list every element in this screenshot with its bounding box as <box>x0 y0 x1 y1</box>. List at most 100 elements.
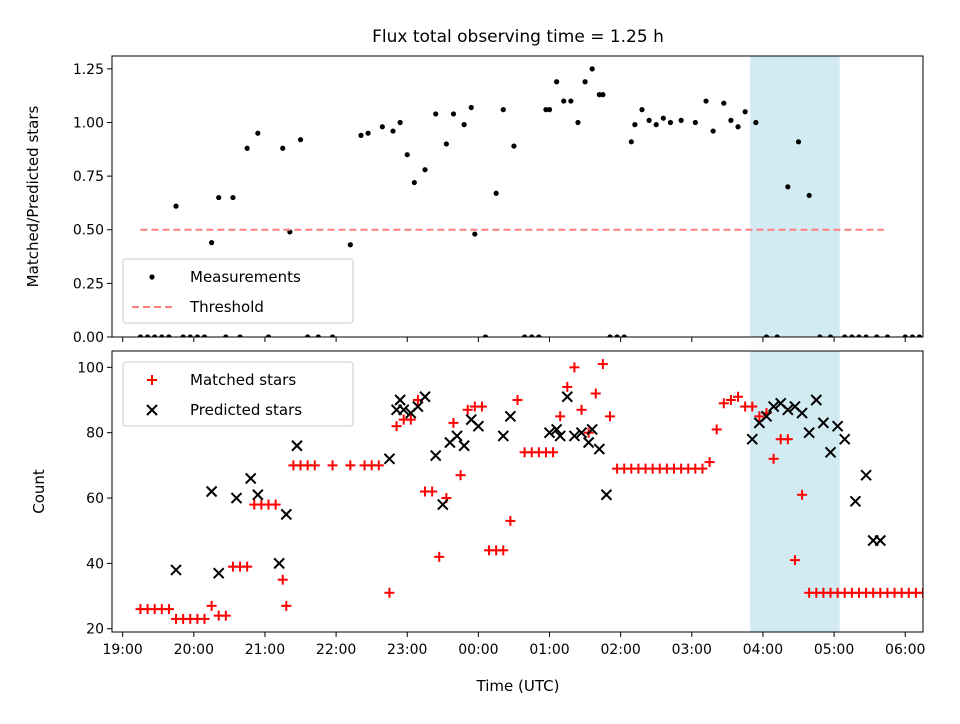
predicted-point <box>593 443 606 455</box>
x-tick-label: 20:00 <box>174 642 214 658</box>
top-panel: 0.00 0.25 0.50 0.75 1.00 1.25 Matched/Predicte… <box>24 55 929 346</box>
x-axis-label: Time (UTC) <box>476 677 560 695</box>
predicted-point <box>497 430 509 442</box>
bottom-panel: 20 40 60 80 100 19:00 20:00 21:00 22:00 23:00 00:0… <box>30 350 925 658</box>
measurement-point <box>347 242 353 248</box>
measurement-point <box>884 334 891 337</box>
x-tick-label: 23:00 <box>387 642 427 658</box>
y-tick-label: 60 <box>86 491 104 507</box>
matched-point <box>427 486 438 497</box>
measurement-point <box>568 98 574 104</box>
measurement-point <box>433 111 439 117</box>
measurement-point <box>916 334 923 337</box>
measurement-point <box>297 137 304 143</box>
measurement-point <box>728 117 734 123</box>
predicted-point <box>575 426 588 439</box>
measurement-point <box>554 79 560 85</box>
predicted-point <box>394 394 406 406</box>
predicted-point <box>412 400 424 413</box>
highlight-span <box>750 56 840 337</box>
matched-point <box>448 417 459 428</box>
measurement-point <box>461 122 467 128</box>
measurement-point <box>529 334 535 337</box>
measurement-point <box>924 334 929 339</box>
measurement-point <box>216 194 222 201</box>
predicted-point <box>458 440 470 452</box>
matched-point <box>782 434 793 445</box>
measurement-point <box>422 167 428 173</box>
measurement-point <box>842 334 848 337</box>
matched-point <box>391 421 402 432</box>
measurement-point <box>628 139 634 145</box>
measurement-point <box>742 109 748 115</box>
measurement-point <box>522 334 528 337</box>
matched-point <box>206 600 217 611</box>
legend-marker-measurements <box>149 274 155 280</box>
measurement-point <box>561 98 567 104</box>
axes-frame <box>111 350 924 633</box>
plot-area <box>137 66 929 339</box>
matched-point <box>548 447 559 458</box>
matched-point <box>918 587 923 598</box>
matched-point <box>327 460 338 471</box>
measurement-point <box>472 231 478 237</box>
predicted-point <box>874 534 887 547</box>
legend-marker-predicted <box>146 404 158 416</box>
plot-area <box>135 359 923 624</box>
measurement-point <box>692 119 698 126</box>
measurement-point <box>280 145 286 151</box>
measurement-point <box>849 334 855 337</box>
measurement-point <box>223 334 229 337</box>
matched-point <box>718 398 729 409</box>
measurement-point <box>173 203 179 209</box>
measurement-point <box>607 334 613 337</box>
matched-point <box>604 411 615 422</box>
measurement-point <box>639 107 645 113</box>
matched-point <box>455 470 466 481</box>
measurement-point <box>144 334 151 337</box>
measurement-point <box>753 119 759 126</box>
matched-point <box>281 600 292 611</box>
measurement-point <box>379 124 385 130</box>
measurement-point <box>397 119 403 126</box>
matched-point <box>505 515 516 526</box>
measurement-point <box>678 117 684 123</box>
predicted-point <box>472 420 485 432</box>
measurement-point <box>265 334 272 337</box>
predicted-point <box>252 489 264 501</box>
predicted-point <box>273 557 285 570</box>
measurement-point <box>646 117 652 123</box>
measurement-point <box>237 334 243 337</box>
measurement-point <box>795 139 802 145</box>
predicted-point <box>782 404 794 416</box>
measurement-point <box>443 141 449 147</box>
measurement-point <box>187 334 193 337</box>
predicted-point <box>817 417 830 429</box>
measurement-point <box>785 184 791 190</box>
predicted-point <box>451 430 463 442</box>
matched-point <box>733 391 744 402</box>
y-axis-label: Matched/Predicted stars <box>24 106 42 288</box>
measurement-point <box>159 334 165 337</box>
measurement-point <box>806 192 812 199</box>
measurement-point <box>596 92 602 98</box>
measurement-point <box>632 122 638 128</box>
matched-point <box>434 551 445 562</box>
x-tick-label: 04:00 <box>743 642 783 658</box>
y-axis-label: Count <box>30 469 48 514</box>
measurement-point <box>863 334 869 337</box>
matched-point <box>576 404 587 415</box>
x-tick-label: 19:00 <box>102 642 142 658</box>
matched-point <box>199 613 210 624</box>
measurement-point <box>329 334 336 337</box>
matched-point <box>498 545 509 556</box>
predicted-point <box>568 430 581 442</box>
measurement-point <box>774 334 780 337</box>
measurement-point <box>589 66 595 72</box>
measurement-point <box>621 334 627 337</box>
predicted-point <box>554 430 566 442</box>
predicted-point <box>839 433 851 445</box>
matched-point <box>725 395 736 406</box>
measurement-point <box>653 122 659 128</box>
measurement-point <box>909 334 915 337</box>
